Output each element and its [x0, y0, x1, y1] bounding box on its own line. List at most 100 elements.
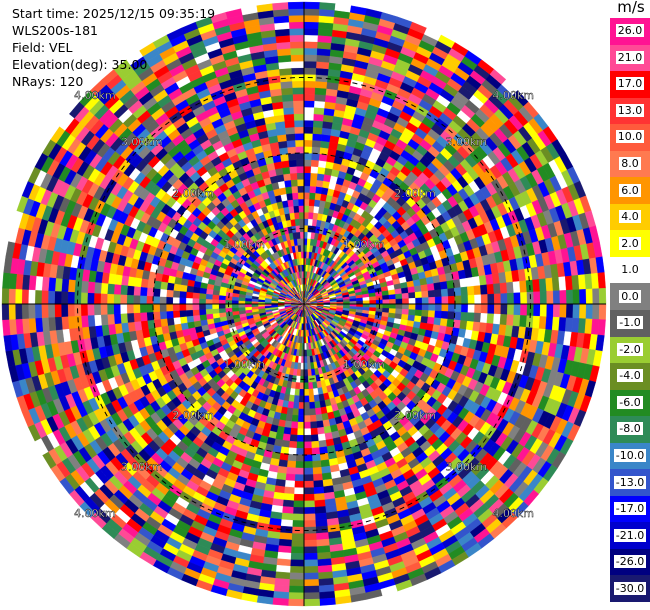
gate-cell [552, 290, 561, 305]
gate-cell [314, 93, 327, 102]
gate-cell [314, 401, 321, 409]
gate-cell [311, 159, 320, 168]
gate-cell [285, 467, 296, 475]
gate-cell [382, 299, 390, 305]
gate-cell [34, 275, 44, 291]
gate-cell [179, 290, 187, 299]
gate-cell [293, 395, 300, 403]
gate-cell [474, 303, 482, 314]
gate-cell [185, 297, 193, 305]
gate-cell [408, 297, 416, 305]
gate-cell [474, 294, 482, 305]
gate-cell [61, 316, 70, 330]
gate-cell [287, 447, 297, 456]
gate-cell [303, 218, 309, 226]
gate-cell [67, 291, 75, 305]
gate-cell [47, 290, 56, 305]
gate-cell [552, 303, 561, 318]
gate-cell [303, 467, 314, 475]
gate-cell [48, 316, 57, 331]
gate-cell [34, 317, 44, 333]
gate-cell [362, 296, 370, 302]
gate-cell [446, 280, 455, 290]
gate-cell [139, 312, 148, 322]
gate-cell [314, 506, 327, 515]
gate-cell [303, 474, 314, 482]
gate-cell [512, 314, 521, 327]
gate-cell [314, 499, 326, 508]
gate-cell [402, 303, 410, 310]
gate-cell [147, 279, 156, 289]
gate-cell [281, 506, 294, 515]
gate-cell [572, 289, 580, 305]
gate-cell [311, 152, 321, 161]
gate-cell [415, 303, 423, 311]
gate-cell [244, 306, 252, 311]
gate-cell [303, 119, 314, 128]
gate-cell [119, 303, 128, 314]
gate-cell [275, 564, 291, 574]
gate-cell [146, 295, 154, 305]
gate-cell [41, 303, 49, 318]
gate-cell [473, 312, 482, 323]
gate-cell [545, 277, 554, 292]
gate-cell [551, 277, 560, 292]
gate-cell [211, 298, 219, 305]
gate-cell [513, 292, 521, 305]
gate-cell [452, 319, 461, 329]
gate-cell [159, 303, 167, 312]
gate-cell [318, 160, 327, 169]
gate-cell [231, 307, 239, 312]
gate-cell [317, 34, 333, 44]
gate-cell [297, 421, 305, 429]
gate-cell [119, 294, 128, 305]
gate-cell [172, 303, 180, 312]
gate-cell [506, 281, 515, 294]
gate-cell [316, 48, 331, 57]
gate-cell [291, 533, 305, 541]
gate-cell [317, 433, 326, 442]
gate-cell [172, 290, 181, 298]
gate-cell [172, 310, 181, 318]
gate-cell [303, 520, 316, 528]
gate-cell [303, 572, 319, 580]
gate-cell [362, 300, 370, 305]
gate-cell [369, 303, 377, 308]
gate-cell [283, 426, 292, 435]
gate-cell [434, 289, 442, 298]
gate-cell [211, 303, 219, 310]
gate-cell [291, 414, 299, 423]
gate-cell [1, 303, 10, 321]
gate-cell [356, 297, 364, 302]
gate-cell [579, 289, 587, 305]
gate-cell [205, 313, 214, 320]
gate-cell [294, 474, 305, 482]
gate-cell [61, 278, 70, 292]
gate-cell [309, 192, 316, 200]
gate-cell [312, 460, 322, 469]
gate-cell [313, 120, 324, 128]
gate-cell [309, 414, 317, 423]
gate-cell [113, 303, 121, 315]
gate-cell [298, 395, 305, 403]
gate-cell [133, 285, 141, 296]
gate-cell [290, 552, 305, 561]
field-text: Field: VEL [12, 40, 73, 55]
gate-cell [294, 467, 305, 475]
gate-cell [280, 446, 290, 455]
gate-cell [192, 314, 201, 322]
gate-cell [179, 316, 188, 324]
gate-cell [315, 414, 323, 422]
gate-cell [133, 312, 141, 323]
gate-cell [146, 311, 155, 321]
gate-cell [294, 480, 305, 489]
gate-cell [382, 303, 390, 309]
gate-cell [54, 277, 63, 292]
gate-cell [107, 283, 115, 295]
gate-cell [285, 473, 296, 482]
gate-cell [303, 441, 312, 449]
gate-cell [314, 100, 326, 109]
gate-cell [313, 486, 325, 495]
gate-cell [292, 520, 305, 528]
gate-cell [295, 454, 305, 462]
